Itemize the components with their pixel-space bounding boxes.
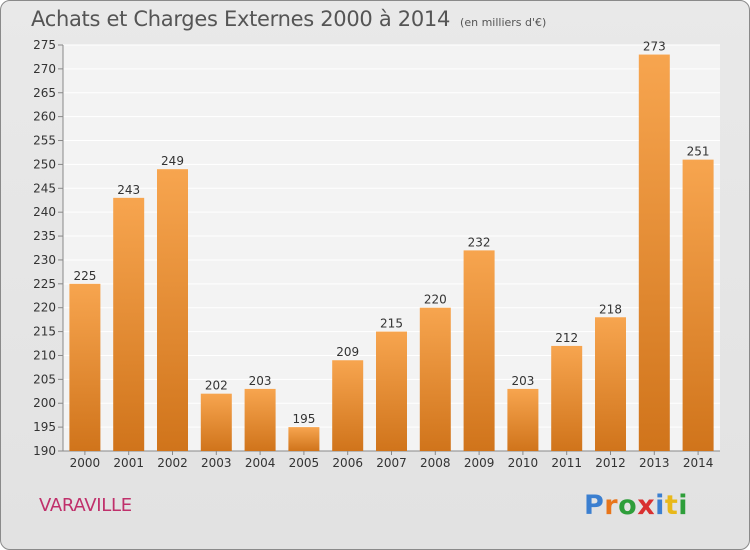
x-tick-label: 2006 <box>332 456 363 470</box>
bar <box>638 54 670 451</box>
data-label: 273 <box>643 40 666 54</box>
data-label: 232 <box>468 235 491 249</box>
y-tick-label: 240 <box>33 205 56 219</box>
data-label: 251 <box>687 145 710 159</box>
x-tick-label: 2009 <box>464 456 495 470</box>
bar <box>332 360 364 451</box>
data-label: 202 <box>205 379 228 393</box>
brand-letter: i <box>678 490 689 521</box>
x-tick-label: 2002 <box>157 456 188 470</box>
chart-unit: (en milliers d'€) <box>460 16 547 29</box>
commune-name: VARAVILLE <box>39 495 132 516</box>
y-tick-label: 235 <box>33 229 56 243</box>
brand-letter: r <box>604 490 619 521</box>
bar <box>551 345 583 451</box>
bar <box>157 169 188 451</box>
x-tick-label: 2014 <box>683 456 714 470</box>
bar <box>200 393 232 451</box>
bar <box>69 283 101 451</box>
brand-letter: x <box>637 490 656 521</box>
y-tick-label: 275 <box>33 38 56 52</box>
bar <box>682 159 714 451</box>
y-tick-label: 230 <box>33 253 56 267</box>
brand-letter: o <box>618 490 638 521</box>
data-label: 243 <box>117 183 140 197</box>
bar <box>113 197 145 451</box>
proxiti-logo: Proxiti <box>584 490 688 521</box>
y-tick-label: 260 <box>33 110 56 124</box>
data-label: 249 <box>161 154 184 168</box>
y-tick-label: 265 <box>33 86 56 100</box>
bar <box>595 317 626 451</box>
x-tick-label: 2007 <box>376 456 407 470</box>
bar <box>244 388 276 451</box>
y-tick-label: 270 <box>33 62 56 76</box>
data-label: 220 <box>424 293 447 307</box>
data-label: 218 <box>599 302 622 316</box>
chart-title-text: Achats et Charges Externes 2000 à 2014 <box>31 7 451 31</box>
bar <box>288 427 320 451</box>
data-label: 212 <box>555 331 578 345</box>
y-tick-label: 220 <box>33 301 56 315</box>
data-label: 215 <box>380 317 403 331</box>
y-tick-label: 200 <box>33 396 56 410</box>
data-label: 203 <box>249 374 272 388</box>
y-tick-label: 255 <box>33 134 56 148</box>
data-label: 195 <box>292 412 315 426</box>
x-tick-label: 2012 <box>595 456 626 470</box>
y-tick-label: 190 <box>33 444 56 458</box>
bar <box>376 331 407 451</box>
x-tick-label: 2005 <box>289 456 320 470</box>
brand-letter: P <box>584 490 605 521</box>
x-tick-label: 2010 <box>508 456 539 470</box>
x-tick-label: 2008 <box>420 456 451 470</box>
brand-letter: t <box>664 490 679 521</box>
y-tick-label: 250 <box>33 157 56 171</box>
x-tick-label: 2001 <box>113 456 144 470</box>
chart-title: Achats et Charges Externes 2000 à 2014 (e… <box>31 7 546 31</box>
data-label: 203 <box>511 374 534 388</box>
x-tick-label: 2011 <box>551 456 582 470</box>
y-tick-label: 245 <box>33 181 56 195</box>
brand-letter: i <box>655 490 665 521</box>
bar <box>507 388 539 451</box>
data-label: 209 <box>336 345 359 359</box>
x-tick-label: 2003 <box>201 456 232 470</box>
x-tick-label: 2004 <box>245 456 276 470</box>
y-tick-label: 205 <box>33 372 56 386</box>
data-label: 225 <box>73 269 96 283</box>
y-tick-label: 225 <box>33 277 56 291</box>
x-tick-label: 2000 <box>70 456 101 470</box>
bar <box>463 250 495 451</box>
x-tick-label: 2013 <box>639 456 670 470</box>
y-tick-label: 195 <box>33 420 56 434</box>
y-tick-label: 210 <box>33 348 56 362</box>
bar <box>419 307 451 451</box>
y-tick-label: 215 <box>33 325 56 339</box>
